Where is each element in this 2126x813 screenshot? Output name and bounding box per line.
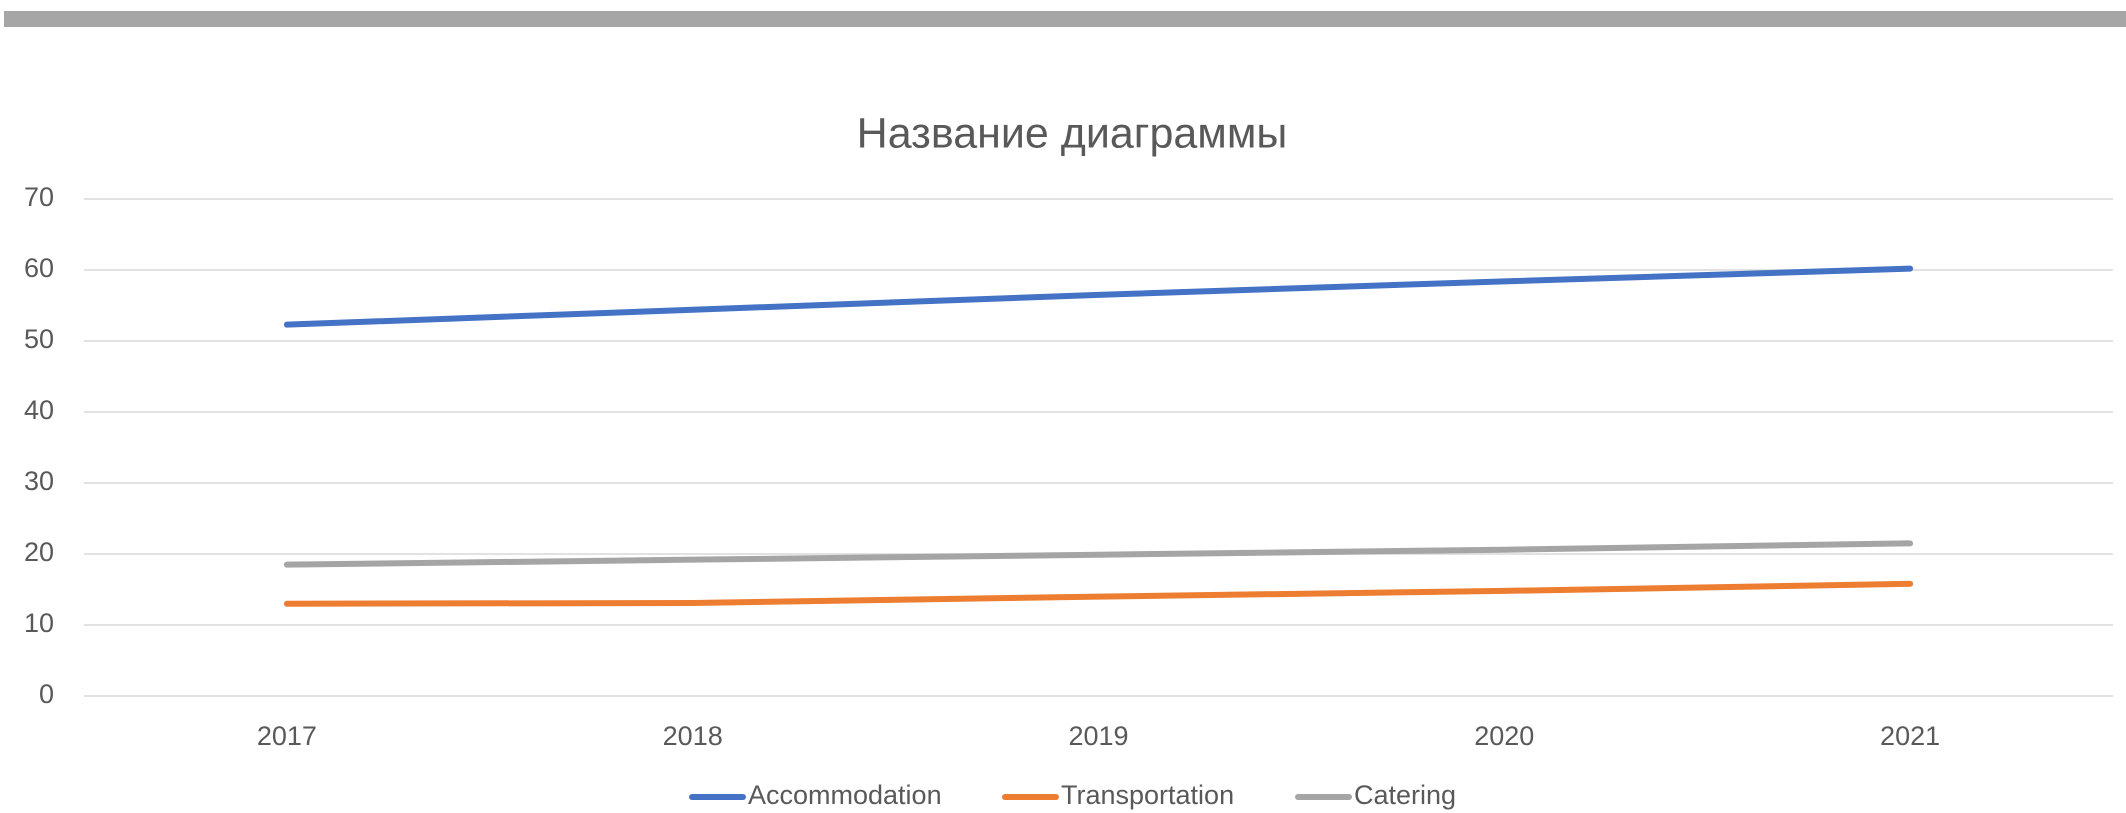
y-tick-label: 0 <box>39 679 54 709</box>
y-tick-label: 70 <box>24 182 54 212</box>
y-tick-label: 40 <box>24 395 54 425</box>
x-tick-label: 2020 <box>1474 721 1534 751</box>
y-tick-label: 10 <box>24 608 54 638</box>
series-line <box>283 265 1914 328</box>
y-tick-label: 50 <box>24 324 54 354</box>
legend-label: Catering <box>1354 780 1456 810</box>
series-line <box>283 580 1914 607</box>
y-tick-label: 30 <box>24 466 54 496</box>
x-tick-label: 2019 <box>1068 721 1128 751</box>
legend-label: Accommodation <box>748 780 942 810</box>
legend-label: Transportation <box>1061 780 1234 810</box>
x-tick-label: 2017 <box>257 721 317 751</box>
chart-title: Название диаграммы <box>857 109 1288 157</box>
y-tick-label: 60 <box>24 253 54 283</box>
x-tick-label: 2018 <box>663 721 723 751</box>
top-bar <box>4 11 2126 27</box>
series-line <box>283 540 1914 568</box>
x-tick-label: 2021 <box>1880 721 1940 751</box>
y-tick-label: 20 <box>24 537 54 567</box>
